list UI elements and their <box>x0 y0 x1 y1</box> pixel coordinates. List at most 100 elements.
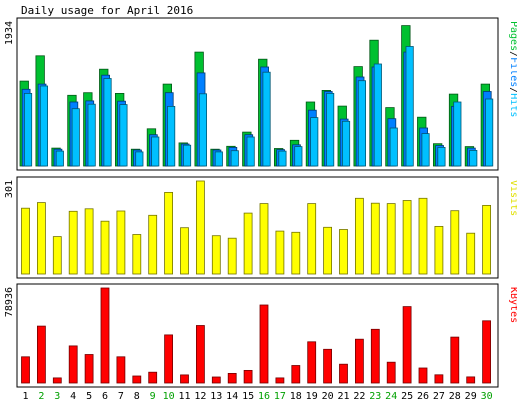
bar-visits-day-27 <box>434 225 444 275</box>
bar-kbytes-day-12 <box>195 325 205 384</box>
bar-visits-day-30 <box>482 204 492 275</box>
day-label-9: 9 <box>150 391 156 402</box>
day-label-7: 7 <box>118 391 124 402</box>
bar-visits-day-17 <box>275 230 285 275</box>
panel-frame <box>16 176 499 279</box>
series-label-part: Visits <box>508 180 517 216</box>
bar-visits-day-19 <box>307 203 317 275</box>
kbytes-panel: 78936 KBytes <box>4 283 517 388</box>
day-label-8: 8 <box>134 391 140 402</box>
bar-hits-day-28 <box>453 101 462 167</box>
bar-hits-day-13 <box>214 151 223 167</box>
bar-visits-day-12 <box>195 180 205 275</box>
bar-kbytes-day-25 <box>402 306 412 384</box>
bar-visits-day-2 <box>37 202 46 275</box>
bar-hits-day-26 <box>421 133 430 167</box>
ymax-label: 301 <box>4 180 15 198</box>
bar-visits-day-18 <box>291 231 301 275</box>
bar-hits-day-3 <box>55 150 64 167</box>
day-labels: 1 2 3 4 5 6 7 8 9 10 11 12 13 14 15 16 17 18 19 20 21 22 23 24 2… <box>22 391 492 402</box>
bar-kbytes-day-8 <box>132 375 142 384</box>
bar-visits-day-16 <box>259 203 269 275</box>
bar-kbytes-day-30 <box>482 320 492 384</box>
bar-hits-day-11 <box>182 144 192 167</box>
day-label-17: 17 <box>274 391 286 402</box>
day-label-22: 22 <box>353 391 365 402</box>
day-label-28: 28 <box>449 391 461 402</box>
day-label-21: 21 <box>337 391 349 402</box>
bar-visits-day-3 <box>52 236 62 275</box>
visits-panel: 301 Visits <box>4 176 517 279</box>
bar-kbytes-day-18 <box>291 365 301 384</box>
day-label-30: 30 <box>481 391 493 402</box>
bar-hits-day-23 <box>373 63 382 167</box>
day-label-25: 25 <box>401 391 413 402</box>
bar-kbytes-day-3 <box>52 377 62 384</box>
bar-kbytes-day-28 <box>450 336 460 384</box>
bar-visits-day-24 <box>386 203 396 275</box>
bar-kbytes-day-20 <box>323 348 333 384</box>
day-label-12: 12 <box>194 391 206 402</box>
bar-kbytes-day-2 <box>37 325 46 384</box>
bar-kbytes-day-23 <box>370 328 380 384</box>
bar-kbytes-day-11 <box>180 374 189 384</box>
day-label-3: 3 <box>54 391 60 402</box>
bar-visits-day-4 <box>68 210 78 275</box>
bar-hits-day-25 <box>405 46 414 167</box>
bar-kbytes-day-19 <box>307 341 317 384</box>
bar-hits-day-17 <box>278 150 287 167</box>
series-label-part: Files <box>508 57 517 87</box>
bar-hits-day-2 <box>39 85 48 167</box>
day-label-2: 2 <box>38 391 44 402</box>
day-label-16: 16 <box>258 391 270 402</box>
bar-hits-day-9 <box>151 136 160 167</box>
bar-kbytes-day-29 <box>466 376 476 384</box>
bar-hits-day-4 <box>71 108 80 167</box>
bar-kbytes-day-14 <box>227 372 237 384</box>
series-label-part: / <box>508 87 517 93</box>
day-label-18: 18 <box>290 391 302 402</box>
bar-kbytes-day-21 <box>339 363 348 384</box>
bar-visits-day-21 <box>339 229 348 275</box>
bar-hits-day-12 <box>198 93 208 167</box>
bar-visits-day-7 <box>116 210 126 275</box>
bar-kbytes-day-27 <box>434 374 444 384</box>
bar-hits-day-6 <box>103 78 112 167</box>
day-label-11: 11 <box>178 391 190 402</box>
bar-hits-day-20 <box>326 93 335 167</box>
bar-hits-day-30 <box>485 98 494 167</box>
series-label-part: / <box>508 51 517 57</box>
chart-title: Daily usage for April 2016 <box>21 4 193 17</box>
bar-kbytes-day-10 <box>164 334 174 384</box>
series-label-part: Pages <box>508 21 517 51</box>
bar-visits-day-23 <box>370 202 380 275</box>
day-label-20: 20 <box>322 391 334 402</box>
bar-hits-day-14 <box>230 150 239 167</box>
bar-kbytes-day-4 <box>68 345 78 384</box>
bar-visits-day-22 <box>354 197 364 275</box>
bar-hits-day-27 <box>437 146 446 167</box>
day-label-5: 5 <box>86 391 92 402</box>
bar-visits-day-1 <box>21 207 30 275</box>
bar-visits-day-26 <box>418 197 428 275</box>
bar-visits-day-10 <box>164 191 174 275</box>
bar-kbytes-day-26 <box>418 367 428 384</box>
panel-frame <box>16 17 499 171</box>
bar-kbytes-day-17 <box>275 377 285 384</box>
panel-frame <box>16 283 499 388</box>
bar-visits-day-25 <box>402 200 412 275</box>
day-label-27: 27 <box>433 391 445 402</box>
bar-hits-day-8 <box>135 151 144 167</box>
day-label-4: 4 <box>70 391 76 402</box>
day-label-6: 6 <box>102 391 108 402</box>
bar-hits-day-22 <box>357 80 366 167</box>
series-label: Visits <box>508 180 517 216</box>
bar-hits-day-1 <box>23 93 33 167</box>
day-label-24: 24 <box>385 391 397 402</box>
bar-visits-day-29 <box>466 232 476 275</box>
day-label-29: 29 <box>465 391 477 402</box>
day-label-23: 23 <box>369 391 381 402</box>
bar-visits-day-8 <box>132 234 142 275</box>
bar-kbytes-day-7 <box>116 356 126 384</box>
